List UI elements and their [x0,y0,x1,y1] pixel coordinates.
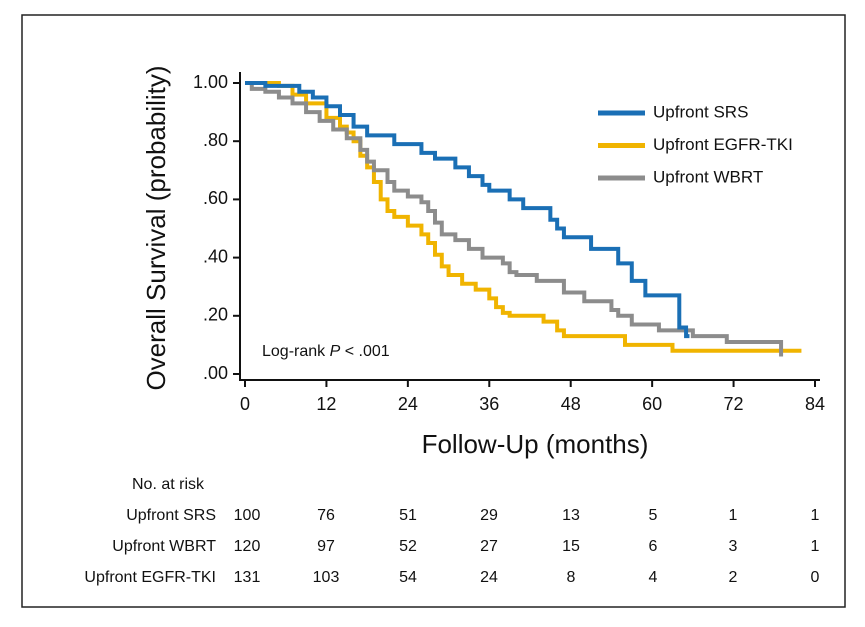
risk-count: 51 [399,507,417,524]
x-tick-label: 36 [479,394,499,414]
risk-count: 5 [649,507,658,524]
annotation-text: < .001 [345,343,390,360]
survival-curve [245,81,690,339]
risk-count: 13 [562,507,580,524]
risk-count: 2 [729,569,738,586]
risk-count: 54 [399,569,417,586]
risk-count: 27 [480,538,498,555]
risk-table-title: No. at risk [132,476,205,493]
risk-count: 52 [399,538,417,555]
x-tick-label: 24 [398,394,418,414]
risk-count: 100 [234,507,261,524]
x-tick-label: 72 [724,394,744,414]
y-tick-label: .80 [203,130,228,150]
risk-count: 1 [729,507,738,524]
y-tick-label: .40 [203,246,228,266]
risk-count: 120 [234,538,261,555]
risk-count: 8 [567,569,576,586]
annotation-text: Log-rank [262,343,326,360]
risk-row-label: Upfront EGFR-TKI [84,569,216,586]
risk-count: 0 [811,569,820,586]
y-tick-label: .60 [203,188,228,208]
x-tick-label: 0 [240,394,250,414]
x-tick-label: 12 [316,394,336,414]
risk-count: 6 [649,538,658,555]
risk-count: 4 [649,569,658,586]
legend-label: Upfront WBRT [653,167,763,186]
legend-label: Upfront EGFR-TKI [653,135,793,154]
risk-count: 97 [317,538,335,555]
risk-count: 1 [811,507,820,524]
risk-count: 131 [234,569,261,586]
x-tick-label: 60 [642,394,662,414]
risk-count: 76 [317,507,335,524]
annotation-text: P [330,343,341,360]
x-tick-label: 48 [561,394,581,414]
risk-count: 1 [811,538,820,555]
risk-count: 15 [562,538,580,555]
risk-count: 3 [729,538,738,555]
annotation: Log-rank P < .001 [262,343,390,360]
risk-row-label: Upfront SRS [126,507,216,524]
x-axis-title: Follow-Up (months) [422,429,649,459]
x-tick-label: 84 [805,394,825,414]
y-tick-label: .00 [203,363,228,383]
risk-count: 29 [480,507,498,524]
survival-curve [245,81,802,353]
y-axis-title: Overall Survival (probability) [141,65,171,390]
y-tick-label: 1.00 [193,72,228,92]
risk-count: 103 [313,569,340,586]
survival-curve [245,81,784,357]
risk-count: 24 [480,569,498,586]
legend-label: Upfront SRS [653,102,748,121]
frame [21,14,846,608]
risk-row-label: Upfront WBRT [112,538,216,555]
y-tick-label: .20 [203,305,228,325]
